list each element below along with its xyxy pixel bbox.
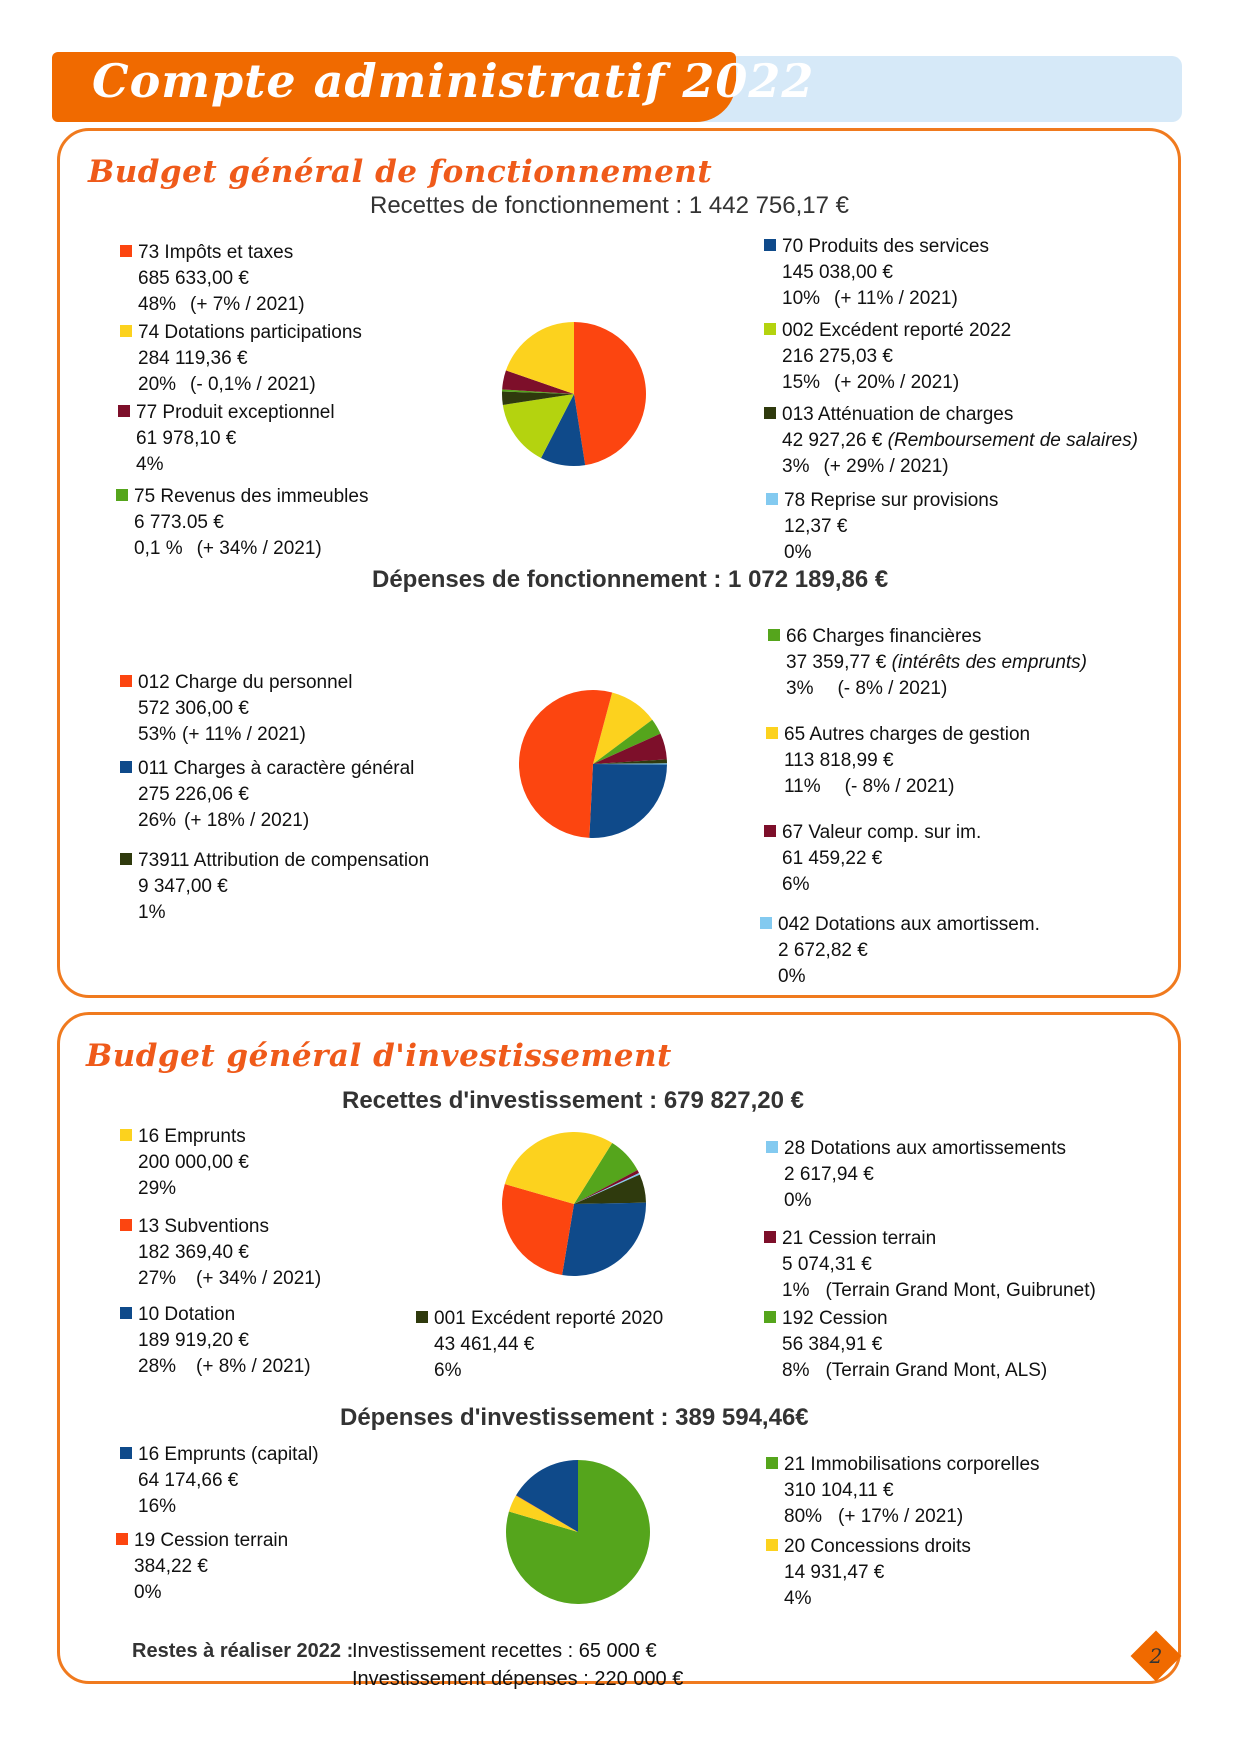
legend-swatch — [766, 1539, 778, 1551]
header-tab — [52, 52, 736, 122]
legend-swatch — [120, 1129, 132, 1141]
legend-item: 75 Revenus des immeubles 6 773.05 € 0,1 … — [116, 484, 368, 562]
recettes-fonctionnement-title: Recettes de fonctionnement : 1 442 756,1… — [370, 192, 850, 219]
panel-investissement — [57, 1012, 1181, 1684]
restes-recettes: Investissement recettes : 65 000 € — [352, 1640, 657, 1662]
legend-item: 65 Autres charges de gestion 113 818,99 … — [766, 722, 1030, 800]
pie-slice — [505, 370, 574, 394]
legend-swatch — [120, 1219, 132, 1231]
pie-slice — [574, 1142, 638, 1204]
pie-slice — [589, 764, 667, 838]
legend-item: 16 Emprunts 200 000,00 € 29% — [120, 1124, 249, 1202]
legend-item: 001 Excédent reporté 2020 43 461,44 € 6% — [416, 1306, 663, 1384]
legend-item: 78 Reprise sur provisions 12,37 € 0% — [766, 488, 998, 566]
legend-swatch — [766, 1141, 778, 1153]
pie-slice — [516, 1460, 578, 1532]
page-number: 2 — [1149, 1644, 1163, 1668]
restes-label: Restes à réaliser 2022 : — [132, 1640, 354, 1662]
legend-item: 77 Produit exceptionnel 61 978,10 € 4% — [118, 400, 335, 478]
legend-item: 012 Charge du personnel 572 306,00 € 53%… — [120, 670, 352, 748]
restes-depenses: Investissement dépenses : 220 000 € — [352, 1668, 684, 1690]
pie-slice — [541, 394, 586, 466]
pie-slice — [501, 391, 574, 405]
legend-swatch — [766, 727, 778, 739]
legend-swatch — [120, 761, 132, 773]
legend-item: 011 Charges à caractère général 275 226,… — [120, 756, 414, 834]
legend-swatch — [764, 1311, 776, 1323]
legend-item: 013 Atténuation de charges 42 927,26 € (… — [764, 402, 1138, 480]
legend-item: 192 Cession 56 384,91 € 8% (Terrain Grand… — [764, 1306, 1047, 1384]
legend-swatch — [120, 675, 132, 687]
legend-item: 74 Dotations participations 284 119,36 €… — [120, 320, 362, 398]
pie-slice — [502, 389, 574, 394]
pie-slice — [502, 370, 574, 394]
legend-item: 20 Concessions droits 14 931,47 € 4% — [766, 1534, 971, 1612]
legend-item: 66 Charges financières 37 359,77 € (inté… — [768, 624, 1087, 702]
legend-item: 19 Cession terrain 384,22 € 0% — [116, 1528, 288, 1606]
pie-slice — [593, 763, 667, 765]
depenses-fonctionnement-title: Dépenses de fonctionnement : 1 072 189,8… — [372, 566, 889, 593]
pie-slice — [518, 689, 613, 838]
pie-slice — [502, 1184, 574, 1276]
pie-slice — [593, 692, 653, 764]
pie-slice — [515, 1495, 578, 1532]
legend-swatch — [116, 489, 128, 501]
legend-item: 73911 Attribution de compensation 9 347,… — [120, 848, 429, 926]
legend-swatch — [120, 853, 132, 865]
legend-swatch — [764, 323, 776, 335]
pie-slice — [502, 394, 574, 458]
pie-slice — [593, 719, 661, 764]
legend-item: 70 Produits des services 145 038,00 € 10… — [764, 234, 989, 312]
legend-swatch — [766, 493, 778, 505]
legend-swatch — [120, 245, 132, 257]
legend-swatch — [118, 405, 130, 417]
legend-swatch — [120, 1447, 132, 1459]
pie-slice — [574, 1174, 646, 1204]
legend-swatch — [120, 325, 132, 337]
legend-item: 21 Cession terrain 5 074,31 € 1% (Terrain… — [764, 1226, 1096, 1304]
legend-item: 67 Valeur comp. sur im. 61 459,22 € 6% — [764, 820, 981, 898]
panel-fonctionnement — [57, 128, 1181, 998]
legend-swatch — [764, 825, 776, 837]
legend-item: 28 Dotations aux amortissements 2 617,94… — [766, 1136, 1066, 1214]
pie-slice — [504, 1132, 613, 1204]
pie-slice — [508, 1495, 578, 1532]
pie-slice — [593, 759, 667, 764]
pie-slice — [574, 1173, 640, 1204]
legend-swatch — [768, 629, 780, 641]
legend-swatch — [416, 1311, 428, 1323]
legend-swatch — [120, 1307, 132, 1319]
recettes-investissement-title: Recettes d'investissement : 679 827,20 € — [342, 1087, 804, 1114]
pie-slice — [593, 733, 667, 764]
legend-item: 73 Impôts et taxes 685 633,00 € 48% (+ 7%… — [120, 240, 305, 318]
legend-swatch — [764, 407, 776, 419]
pie-slice — [574, 1170, 640, 1204]
legend-swatch — [116, 1533, 128, 1545]
section-title-investissement: Budget général d'investissement — [86, 1038, 672, 1074]
legend-item: 16 Emprunts (capital) 64 174,66 € 16% — [120, 1442, 319, 1520]
legend-item: 002 Excédent reporté 2022 216 275,03 € 1… — [764, 318, 1011, 396]
legend-item: 21 Immobilisations corporelles 310 104,1… — [766, 1452, 1040, 1530]
legend-item: 042 Dotations aux amortissem. 2 672,82 €… — [760, 912, 1040, 990]
pie-slice — [574, 322, 646, 466]
depenses-investissement-title: Dépenses d'investissement : 389 594,46€ — [340, 1404, 809, 1431]
legend-item: 13 Subventions 182 369,40 € 27% (+ 34% / … — [120, 1214, 321, 1292]
pie-slice — [562, 1202, 647, 1277]
legend-swatch — [760, 917, 772, 929]
legend-swatch — [764, 1231, 776, 1243]
legend-item: 10 Dotation 189 919,20 € 28% (+ 8% / 2021… — [120, 1302, 311, 1380]
pie-slice — [505, 322, 574, 394]
legend-swatch — [766, 1457, 778, 1469]
legend-swatch — [764, 239, 776, 251]
section-title-fonctionnement: Budget général de fonctionnement — [88, 154, 713, 190]
page-title: Compte administratif 2022 — [92, 54, 815, 108]
